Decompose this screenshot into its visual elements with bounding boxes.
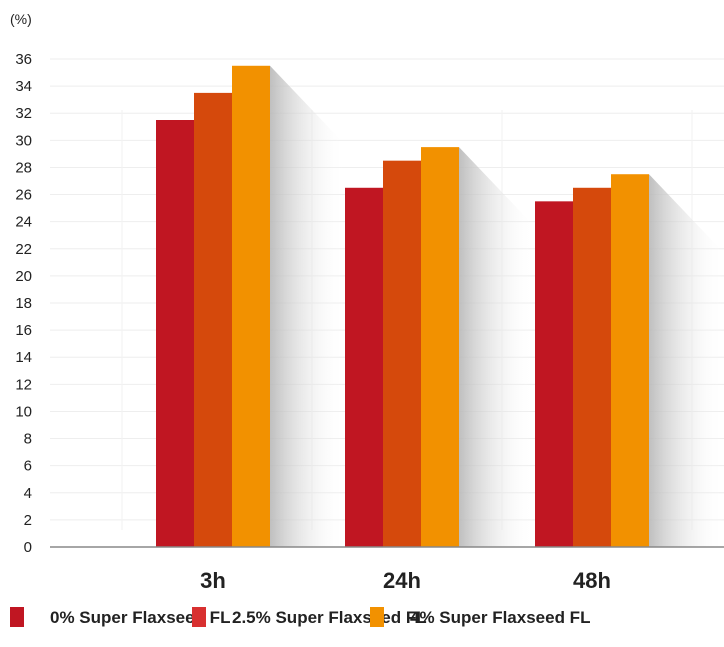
bar-24h-series-1 [383,160,421,547]
y-tick-label: 8 [24,431,32,448]
bar-shadow [459,147,534,547]
y-tick-label: 22 [15,241,32,258]
bar-48h-series-2 [611,174,649,547]
y-tick-label: 24 [15,214,32,231]
bar-3h-series-1 [194,92,232,547]
y-tick-label: 0 [24,539,32,556]
y-tick-label: 12 [15,376,32,393]
y-tick-label: 32 [15,105,32,122]
bar-48h-series-0 [535,201,573,548]
x-tick-label: 24h [383,568,421,593]
y-tick-label: 34 [15,78,32,95]
legend-swatch [192,607,206,627]
x-tick-label: 48h [573,568,611,593]
legend-label: 4% Super Flaxseed FL [410,608,590,627]
y-tick-label: 10 [15,403,32,420]
bar-24h-series-0 [345,187,383,547]
legend-label: 0% Super Flaxseed FL [50,608,230,627]
bar-shadow [649,174,724,547]
y-tick-label: 6 [24,458,32,475]
y-tick-label: 2 [24,512,32,529]
y-tick-label: 14 [15,349,32,366]
bar-24h-series-2 [421,147,459,547]
legend-label: 2.5% Super Flaxseed FL [232,608,427,627]
bar-3h-series-2 [232,65,270,548]
bar-3h-series-0 [156,120,194,547]
bar-48h-series-1 [573,187,611,547]
bar-shadow [270,65,345,548]
x-tick-label: 3h [200,568,226,593]
y-tick-label: 36 [15,51,32,68]
y-tick-label: 30 [15,132,32,149]
y-tick-label: 26 [15,187,32,204]
y-tick-label: 28 [15,159,32,176]
legend-swatch [370,607,384,627]
y-tick-label: 20 [15,268,32,285]
y-tick-label: 16 [15,322,32,339]
y-tick-label: 4 [24,485,32,502]
y-axis-label: (%) [10,11,32,27]
legend-swatch [10,607,24,627]
y-tick-label: 18 [15,295,32,312]
